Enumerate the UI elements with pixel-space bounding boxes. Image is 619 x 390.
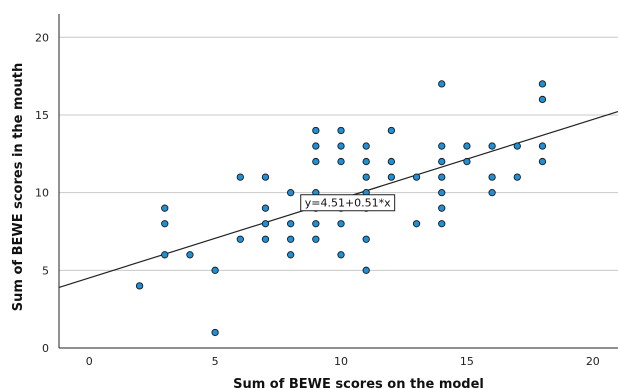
x-tick-label: 20 [586, 355, 600, 368]
y-tick-label: 20 [35, 31, 49, 44]
y-tick-label: 15 [35, 109, 49, 122]
data-point [362, 157, 370, 166]
data-point [287, 189, 295, 197]
data-point [337, 142, 345, 150]
data-point [337, 251, 345, 259]
x-tick-label: 0 [86, 355, 93, 368]
plot-frame [58, 14, 618, 349]
data-point [438, 80, 446, 88]
data-point [261, 235, 270, 243]
x-tick-label: 15 [460, 355, 474, 368]
data-point [488, 189, 496, 197]
y-tick-label: 0 [42, 342, 49, 355]
grid-lines [59, 36, 618, 271]
data-point [463, 157, 471, 166]
y-tick-label: 10 [35, 187, 49, 200]
y-axis-title: Sum of BEWE scores in the mouth [11, 63, 26, 311]
data-point [538, 95, 547, 104]
data-point [135, 282, 144, 290]
data-point [161, 220, 169, 228]
data-point [211, 266, 219, 274]
data-point [488, 142, 496, 150]
data-point [387, 126, 396, 135]
data-point [261, 220, 270, 228]
data-point [186, 251, 194, 259]
data-point [387, 157, 396, 166]
data-point [287, 251, 295, 259]
data-point [337, 126, 345, 135]
data-point [337, 220, 345, 228]
data-point [438, 142, 446, 150]
data-point [513, 142, 521, 150]
x-tick-label: 5 [212, 355, 219, 368]
data-point [287, 235, 295, 243]
y-tick-label: 5 [42, 264, 49, 277]
data-point [362, 173, 370, 181]
data-point [438, 204, 446, 212]
fit-equation-box [300, 194, 396, 212]
fit-equation-label: y=4.51+0.51*x [305, 197, 391, 210]
data-point [538, 80, 547, 88]
data-point [312, 235, 320, 243]
data-point [362, 142, 370, 150]
data-point [161, 204, 169, 212]
data-point [312, 126, 320, 135]
x-tick-label: 10 [334, 355, 348, 368]
data-point [412, 220, 421, 228]
data-point [412, 173, 421, 181]
tick-labels: 0 5 10 15 20 0 5 10 15 20 [35, 31, 600, 368]
data-point [312, 157, 320, 166]
data-point [438, 189, 446, 197]
data-point [261, 204, 270, 212]
data-point [261, 173, 270, 181]
fit-equation-group: y=4.51+0.51*x [300, 194, 396, 212]
data-point [488, 173, 496, 181]
data-point [312, 142, 320, 150]
data-point [387, 173, 396, 181]
data-point [337, 157, 345, 166]
data-point [362, 235, 370, 243]
data-point [438, 173, 446, 181]
data-point [236, 173, 244, 181]
data-point [211, 328, 219, 337]
data-point [362, 266, 370, 274]
data-point [538, 142, 547, 150]
data-point [236, 235, 244, 243]
data-point [513, 173, 521, 181]
data-point [463, 142, 471, 150]
data-points [135, 80, 547, 337]
data-point [312, 220, 320, 228]
data-point [438, 220, 446, 228]
data-point [438, 157, 446, 166]
data-point [161, 251, 169, 259]
x-axis-title: Sum of BEWE scores on the model [233, 377, 484, 390]
data-point [287, 220, 295, 228]
data-point [538, 157, 547, 166]
